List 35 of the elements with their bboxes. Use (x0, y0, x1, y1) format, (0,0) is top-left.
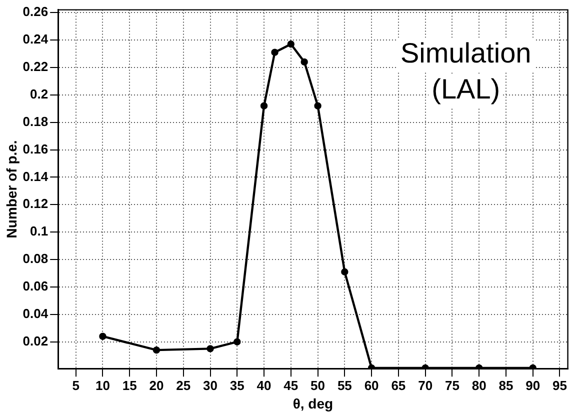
y-tick-label: 0.1 (30, 224, 48, 239)
y-tick-label: 0.24 (22, 32, 49, 47)
x-tick-label: 30 (203, 378, 218, 393)
y-tick-label: 0.22 (22, 59, 48, 74)
x-tick-label: 20 (149, 378, 164, 393)
y-tick-label: 0.08 (22, 251, 48, 266)
x-tick-label: 25 (176, 378, 191, 393)
x-tick-label: 50 (310, 378, 326, 393)
x-axis-title: θ, deg (292, 395, 334, 412)
x-tick-label: 60 (364, 378, 379, 393)
annotation: Simulation (LAL) (400, 38, 532, 105)
x-tick-label: 55 (337, 378, 352, 393)
y-tick-label: 0.16 (22, 141, 48, 156)
x-tick-label: 75 (444, 378, 460, 393)
x-tick-label: 85 (498, 378, 514, 393)
x-tick-label: 35 (230, 378, 244, 393)
x-tick-label: 90 (526, 378, 540, 393)
x-tick-label: 65 (391, 378, 406, 393)
y-tick-label: 0.2 (30, 86, 48, 102)
y-tick-label: 0.14 (22, 168, 49, 184)
y-tick-label: 0.04 (22, 306, 49, 321)
y-tick-label: 0.02 (22, 333, 48, 348)
x-tick-label: 80 (472, 378, 486, 393)
y-axis-title: Number of p.e. (3, 140, 20, 238)
x-tick-label: 70 (418, 378, 433, 393)
x-tick-label: 95 (552, 378, 567, 393)
y-tick-label: 0.06 (22, 278, 48, 294)
x-tick-label: 45 (284, 378, 298, 393)
x-tick-label: 15 (122, 378, 137, 393)
x-tick-label: 5 (72, 378, 80, 393)
y-tick-label: 0.18 (22, 114, 48, 129)
y-tick-label: 0.26 (22, 4, 48, 20)
x-tick-label: 40 (256, 378, 272, 393)
y-tick-label: 0.12 (22, 196, 48, 212)
x-tick-label: 10 (95, 378, 110, 393)
